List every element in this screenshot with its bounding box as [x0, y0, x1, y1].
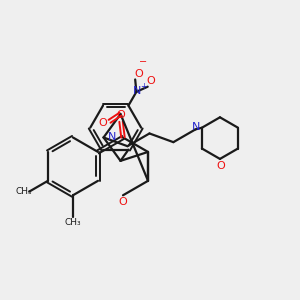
Text: O: O	[117, 110, 125, 120]
Text: N: N	[192, 122, 200, 132]
Text: O: O	[98, 118, 107, 128]
Text: O: O	[147, 76, 155, 86]
Text: CH₃: CH₃	[64, 218, 81, 227]
Text: O: O	[134, 69, 143, 79]
Text: +: +	[141, 82, 148, 91]
Text: CH₃: CH₃	[15, 187, 32, 196]
Text: −: −	[139, 57, 147, 67]
Text: O: O	[217, 161, 225, 171]
Text: N: N	[133, 86, 142, 96]
Text: O: O	[118, 197, 127, 207]
Text: N: N	[108, 131, 116, 142]
